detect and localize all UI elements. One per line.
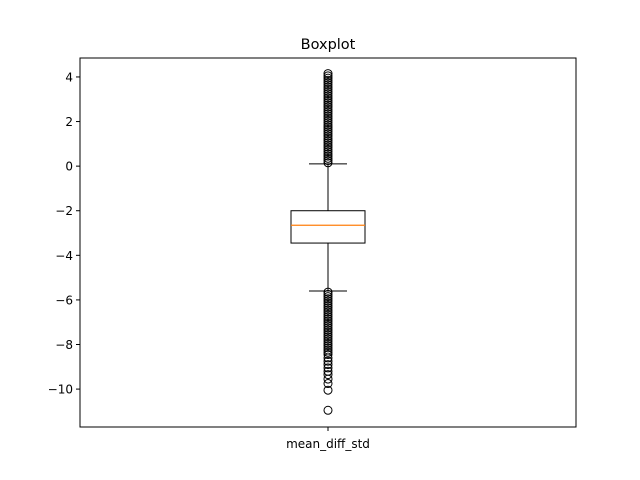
outlier-point — [323, 71, 333, 81]
outlier-point — [323, 329, 333, 339]
outlier-point — [323, 129, 333, 139]
y-tick-label: −10 — [48, 383, 73, 397]
outlier-point — [323, 75, 333, 85]
outlier-point — [323, 385, 333, 395]
outlier-point — [323, 115, 333, 125]
outlier-point — [323, 341, 333, 351]
outlier-point — [323, 405, 333, 415]
outlier-point — [323, 113, 333, 123]
outlier-point — [323, 305, 333, 315]
outlier-point — [323, 338, 333, 348]
outlier-point — [323, 343, 333, 353]
outlier-point — [323, 131, 333, 141]
outlier-point — [323, 102, 333, 112]
outlier-point — [323, 347, 333, 357]
outlier-point — [323, 95, 333, 105]
outlier-point — [323, 363, 333, 373]
outlier-point — [323, 122, 333, 132]
outlier-point — [323, 296, 333, 306]
outlier-point — [323, 321, 333, 331]
outlier-point — [323, 287, 333, 297]
outlier-point — [323, 314, 333, 324]
outlier-point — [323, 356, 333, 366]
outlier-point — [323, 327, 333, 337]
y-tick-label: −8 — [55, 338, 73, 352]
y-tick-label: 2 — [65, 115, 73, 129]
outlier-point — [323, 86, 333, 96]
outlier-point — [323, 298, 333, 308]
outlier-point — [323, 307, 333, 317]
outlier-point — [323, 149, 333, 159]
y-tick-label: −2 — [55, 204, 73, 218]
outlier-point — [323, 140, 333, 150]
x-tick-label: mean_diff_std — [286, 437, 370, 451]
outlier-point — [323, 142, 333, 152]
outlier-point — [323, 323, 333, 333]
y-tick-label: 0 — [65, 160, 73, 174]
plot-area — [290, 69, 366, 415]
outlier-point — [323, 138, 333, 148]
outlier-point — [323, 144, 333, 154]
outlier-point — [323, 111, 333, 121]
outlier-point — [323, 360, 333, 370]
outlier-point — [323, 120, 333, 130]
y-tick-label: −4 — [55, 249, 73, 263]
outlier-point — [323, 379, 333, 389]
outlier-point — [323, 303, 333, 313]
outlier-point — [323, 158, 333, 168]
outlier-point — [323, 336, 333, 346]
iqr-box — [290, 210, 366, 244]
outlier-point — [323, 109, 333, 119]
outlier-point — [323, 104, 333, 114]
y-tick-label: 4 — [65, 70, 73, 84]
outlier-point — [323, 312, 333, 322]
outlier-point — [323, 89, 333, 99]
outlier-point — [323, 325, 333, 335]
outlier-point — [323, 151, 333, 161]
outlier-point — [323, 118, 333, 128]
outlier-point — [323, 318, 333, 328]
y-tick-label: −6 — [55, 293, 73, 307]
outlier-point — [323, 353, 333, 363]
outlier-point — [323, 127, 333, 137]
outlier-point — [323, 300, 333, 310]
outlier-point — [323, 309, 333, 319]
outlier-point — [323, 153, 333, 163]
outlier-point — [323, 156, 333, 166]
outlier-point — [323, 135, 333, 145]
outlier-point — [323, 73, 333, 83]
outlier-point — [323, 133, 333, 143]
outlier-point — [323, 147, 333, 157]
outlier-point — [323, 78, 333, 88]
outlier-point — [323, 316, 333, 326]
outlier-point — [323, 84, 333, 94]
outlier-point — [323, 332, 333, 342]
outlier-point — [323, 82, 333, 92]
outlier-point — [323, 91, 333, 101]
outlier-point — [323, 334, 333, 344]
axes-frame — [79, 57, 577, 428]
outlier-point — [323, 350, 333, 360]
outlier-point — [323, 93, 333, 103]
outlier-point — [323, 374, 333, 384]
outlier-point — [323, 124, 333, 134]
outlier-point — [323, 370, 333, 380]
chart-title: Boxplot — [301, 37, 356, 53]
y-axis: 4 2 0 −2 −4 −6 −8 −10 — [48, 70, 80, 397]
outlier-point — [323, 289, 333, 299]
outlier-point — [323, 292, 333, 302]
outlier-point — [323, 69, 333, 79]
outlier-point — [323, 294, 333, 304]
x-axis: mean_diff_std — [286, 427, 370, 451]
outlier-point — [323, 80, 333, 90]
outlier-point — [323, 98, 333, 108]
outlier-point — [323, 100, 333, 110]
outlier-point — [323, 107, 333, 117]
